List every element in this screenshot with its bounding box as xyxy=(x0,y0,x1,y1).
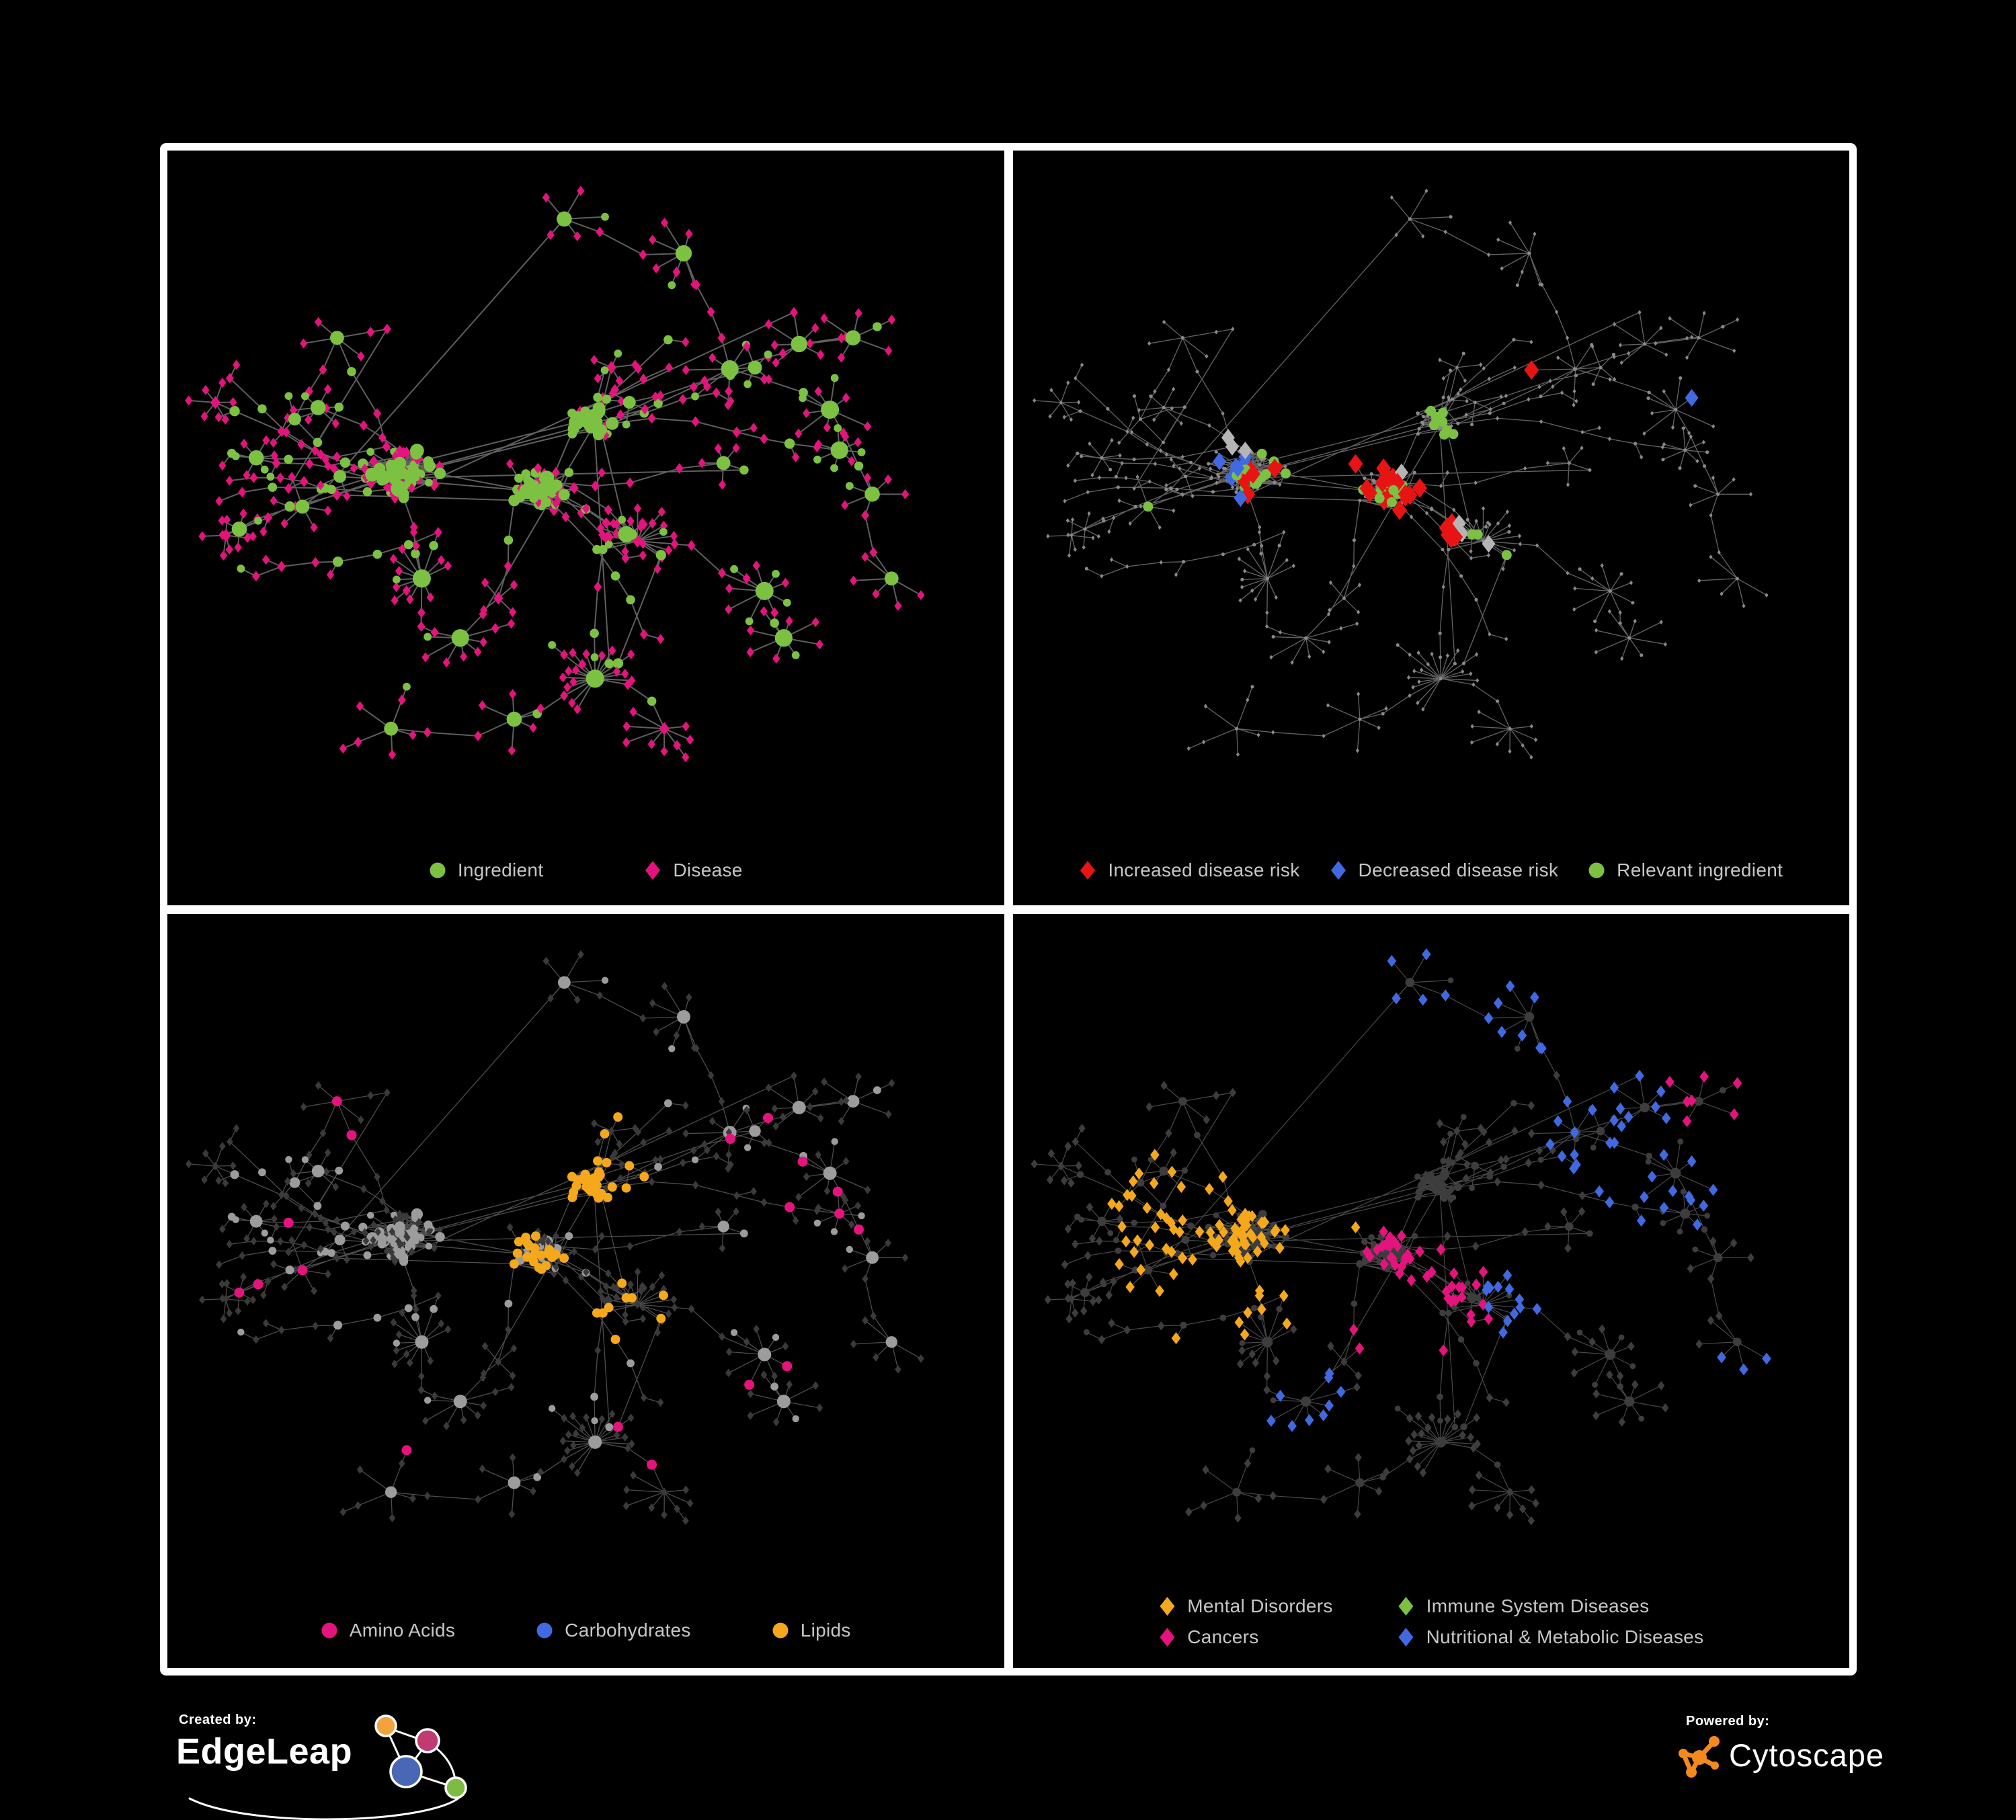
cytoscape-logo-icon xyxy=(1679,1736,1720,1778)
legend-label: Relevant ingredient xyxy=(1617,859,1783,880)
legend-label: Disease xyxy=(673,859,743,880)
legend-item-amino-acids: Amino Acids xyxy=(321,1620,455,1641)
legend-label: Amino Acids xyxy=(349,1620,456,1641)
panel-ingredient-classes: Amino Acids Carbohydrates Lipids xyxy=(167,913,1004,1668)
legend-label: Carbohydrates xyxy=(565,1620,691,1641)
legend-item-decreased-disease-risk: Decreased disease risk xyxy=(1330,860,1559,881)
legend-label: Increased disease risk xyxy=(1108,859,1300,880)
legend-disease-risk: Increased disease risk Decreased disease … xyxy=(1013,860,1850,881)
legend-item-lipids: Lipids xyxy=(772,1620,851,1641)
cytoscape-credit: Powered by: Cytoscape xyxy=(1675,1714,1984,1779)
network-graph-ingredient-disease xyxy=(185,185,925,763)
network-graph-disease-categories xyxy=(1030,948,1771,1526)
legend-item-nutritional-metabolic-diseases: Nutritional & Metabolic Diseases xyxy=(1398,1626,1704,1648)
carbohydrates-marker-icon xyxy=(536,1622,553,1639)
legend-item-mental-disorders: Mental Disorders xyxy=(1158,1596,1332,1617)
legend-ingredient-disease: Ingredient Disease xyxy=(167,860,1004,881)
immune-system-diseases-marker-icon xyxy=(1398,1597,1414,1616)
nutritional-metabolic-diseases-marker-icon xyxy=(1398,1628,1414,1647)
created-by-label: Created by: xyxy=(179,1712,257,1727)
mental-disorders-marker-icon xyxy=(1160,1597,1175,1616)
legend-label: Immune System Diseases xyxy=(1426,1596,1650,1616)
legend-label: Ingredient xyxy=(457,859,544,880)
legend-label: Lipids xyxy=(800,1620,851,1641)
powered-by-label: Powered by: xyxy=(1686,1714,1770,1729)
legend-item-immune-system-diseases: Immune System Diseases xyxy=(1398,1596,1650,1617)
panel-grid: Ingredient Disease Increased disease risk… xyxy=(160,143,1857,1676)
increased-disease-risk-marker-icon xyxy=(1080,860,1096,880)
amino-acids-marker-icon xyxy=(321,1622,337,1639)
legend-item-relevant-ingredient: Relevant ingredient xyxy=(1588,860,1783,881)
cancers-marker-icon xyxy=(1160,1628,1175,1647)
legend-label: Cancers xyxy=(1187,1626,1259,1647)
panel-disease-categories: Mental Disorders Immune System Diseases Ca… xyxy=(1012,913,1849,1668)
relevant-ingredient-marker-icon xyxy=(1588,862,1605,878)
panel-disease-risk: Increased disease risk Decreased disease … xyxy=(1012,151,1850,905)
network-graph-ingredient-classes xyxy=(185,950,924,1525)
legend-ingredient-classes: Amino Acids Carbohydrates Lipids xyxy=(167,1620,1004,1641)
decreased-disease-risk-marker-icon xyxy=(1330,860,1346,880)
network-graph-disease-risk xyxy=(1032,188,1769,760)
legend-item-disease: Disease xyxy=(644,860,742,881)
cytoscape-wordmark: Cytoscape xyxy=(1729,1737,1885,1773)
legend-item-ingredient: Ingredient xyxy=(429,860,544,881)
legend-label: Decreased disease risk xyxy=(1358,859,1559,880)
legend-disease-categories: Mental Disorders Immune System Diseases Ca… xyxy=(1158,1596,1703,1648)
disease-marker-icon xyxy=(645,860,661,880)
legend-item-carbohydrates: Carbohydrates xyxy=(536,1620,691,1641)
edgeleap-credit: Created by: EdgeLeap xyxy=(169,1712,532,1820)
ingredient-marker-icon xyxy=(430,862,446,878)
lipids-marker-icon xyxy=(772,1622,789,1639)
panel-ingredient-disease: Ingredient Disease xyxy=(167,151,1004,905)
legend-item-increased-disease-risk: Increased disease risk xyxy=(1079,860,1299,881)
legend-label: Mental Disorders xyxy=(1187,1596,1333,1616)
legend-label: Nutritional & Metabolic Diseases xyxy=(1426,1626,1704,1647)
legend-item-cancers: Cancers xyxy=(1158,1626,1258,1648)
edgeleap-wordmark: EdgeLeap xyxy=(176,1731,353,1772)
